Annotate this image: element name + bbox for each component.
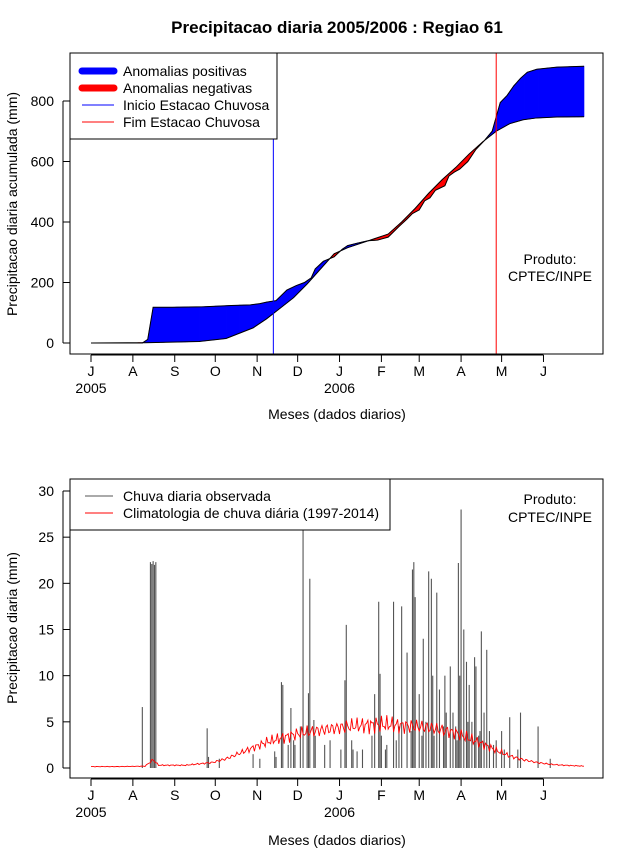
x-tick-label: M xyxy=(496,363,508,379)
y-tick-label: 10 xyxy=(38,668,54,684)
y-tick-label: 0 xyxy=(46,335,54,351)
climatology-cumulative-line xyxy=(90,116,585,344)
x-tick-label: M xyxy=(413,787,425,803)
year-label: 2005 xyxy=(75,804,106,820)
y-tick-label: 5 xyxy=(46,714,54,730)
legend-label-climatology: Climatologia de chuva diária (1997-2014) xyxy=(123,505,379,521)
plot-frame xyxy=(69,52,604,355)
legend-box xyxy=(69,52,278,140)
legend-label-end: Fim Estacao Chuvosa xyxy=(123,114,260,130)
climatology-daily-line xyxy=(90,715,585,768)
x-tick-label: J xyxy=(88,363,95,379)
cumulative-precip-chart: Precipitacao diaria 2005/2006 : Regiao 6… xyxy=(4,18,604,422)
x-tick-label: D xyxy=(293,787,303,803)
x-tick-label: A xyxy=(128,787,138,803)
x-tick-label: J xyxy=(88,787,95,803)
season-lines xyxy=(272,53,497,354)
daily-bars xyxy=(141,509,551,768)
product-label: Produto: xyxy=(524,491,577,507)
x-tick-label: F xyxy=(377,787,386,803)
x-axis-label: Meses (dados diarios) xyxy=(268,832,406,848)
observed-cumulative-line xyxy=(91,65,585,344)
y-tick-label: 20 xyxy=(38,575,54,591)
year-label: 2006 xyxy=(324,804,355,820)
y-tick-label: 15 xyxy=(38,622,54,638)
x-tick-label: F xyxy=(377,363,386,379)
product-label: Produto: xyxy=(524,251,577,267)
y-tick-label: 800 xyxy=(31,93,55,109)
legend-label-observed: Chuva diaria observada xyxy=(123,488,271,504)
year-label: 2005 xyxy=(75,380,106,396)
y-tick-label: 25 xyxy=(38,529,54,545)
climatology-line xyxy=(90,715,585,768)
x-tick-label: J xyxy=(336,787,343,803)
year-label: 2006 xyxy=(324,380,355,396)
y-tick-label: 30 xyxy=(38,483,54,499)
y-tick-label: 200 xyxy=(31,275,55,291)
x-tick-label: O xyxy=(210,363,221,379)
x-tick-label: M xyxy=(496,787,508,803)
product-source: CPTEC/INPE xyxy=(508,509,592,525)
positive-anomaly-segment xyxy=(582,65,585,118)
x-tick-label: N xyxy=(252,363,262,379)
x-tick-label: S xyxy=(170,787,179,803)
x-tick-label: O xyxy=(210,787,221,803)
y-axis-label: Precipitacao diaria (mm) xyxy=(4,552,20,704)
x-tick-label: J xyxy=(336,363,343,379)
x-tick-label: A xyxy=(456,787,466,803)
x-tick-label: J xyxy=(540,363,547,379)
x-tick-label: D xyxy=(293,363,303,379)
y-axis-label: Precipitacao diaria acumulada (mm) xyxy=(4,92,20,316)
x-tick-label: A xyxy=(456,363,466,379)
x-tick-label: M xyxy=(413,363,425,379)
legend-box xyxy=(69,478,391,531)
legend-label-negative: Anomalias negativas xyxy=(123,80,252,96)
series-lines xyxy=(90,65,585,344)
y-tick-label: 400 xyxy=(31,214,55,230)
x-axis-label: Meses (dados diarios) xyxy=(268,406,406,422)
product-source: CPTEC/INPE xyxy=(508,268,592,284)
y-tick-label: 600 xyxy=(31,154,55,170)
legend: Anomalias positivas Anomalias negativas … xyxy=(69,52,278,140)
legend-label-start: Inicio Estacao Chuvosa xyxy=(123,97,270,113)
y-axis: 0 5 10 15 20 25 30 xyxy=(38,483,70,776)
y-axis: 0 200 400 600 800 xyxy=(31,93,70,351)
x-tick-label: N xyxy=(252,787,262,803)
figure-title: Precipitacao diaria 2005/2006 : Regiao 6… xyxy=(171,18,503,37)
x-tick-label: J xyxy=(540,787,547,803)
legend-label-positive: Anomalias positivas xyxy=(123,63,247,79)
y-tick-label: 0 xyxy=(46,760,54,776)
x-tick-label: S xyxy=(170,363,179,379)
legend: Chuva diaria observada Climatologia de c… xyxy=(69,478,391,531)
x-tick-label: A xyxy=(128,363,138,379)
